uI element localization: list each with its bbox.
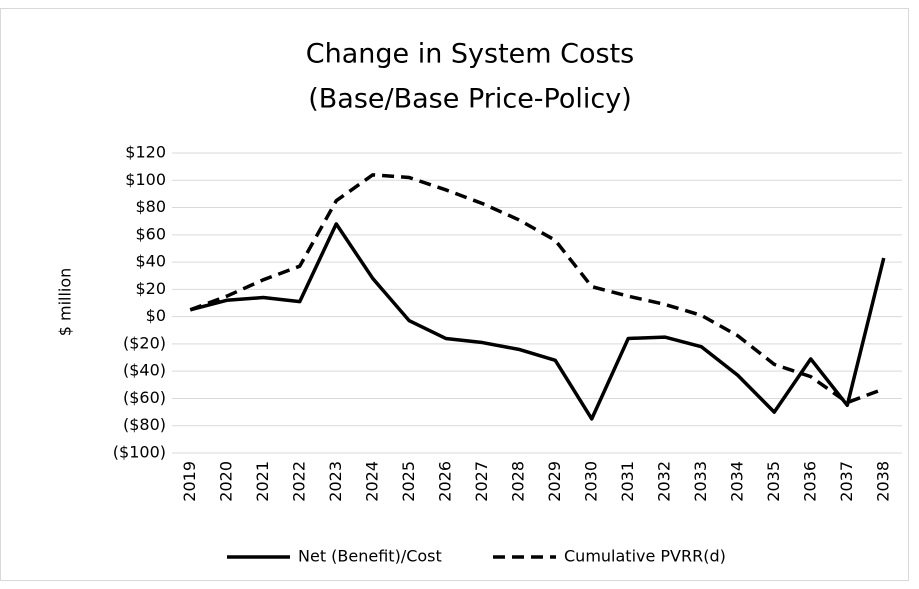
- y-tick-label: ($80): [123, 415, 166, 434]
- x-tick-label: 2025: [399, 461, 418, 502]
- y-tick-label: ($60): [123, 388, 166, 407]
- y-tick-label: $20: [135, 279, 166, 298]
- y-tick-label: ($20): [123, 333, 166, 352]
- x-tick-label: 2038: [873, 461, 892, 502]
- x-tick-label: 2032: [654, 461, 673, 502]
- y-tick-label: $80: [135, 197, 166, 216]
- chart-frame: [0, 8, 909, 581]
- y-tick-label: ($100): [113, 443, 166, 462]
- x-tick-label: 2021: [253, 461, 272, 502]
- data-line: [189, 222, 886, 421]
- y-tick-label: $100: [125, 170, 166, 189]
- chart-title: Change in System Costs: [306, 39, 635, 70]
- x-tick-label: 2031: [618, 461, 637, 502]
- y-tick-label: $40: [135, 252, 166, 271]
- y-tick-label: $120: [125, 143, 166, 162]
- x-tick-label: 2036: [800, 461, 819, 502]
- x-tick-label: 2020: [216, 461, 235, 502]
- y-tick-label: ($40): [123, 361, 166, 380]
- y-axis-label: $ million: [56, 268, 75, 337]
- x-tick-label: 2023: [326, 461, 345, 502]
- chart-subtitle: (Base/Base Price-Policy): [308, 84, 632, 115]
- x-tick-label: 2027: [472, 461, 491, 502]
- data-line: [189, 173, 885, 405]
- x-tick-label: 2035: [764, 461, 783, 502]
- y-tick-label: $60: [135, 224, 166, 243]
- x-tick-label: 2033: [691, 461, 710, 502]
- x-tick-label: 2019: [180, 461, 199, 502]
- legend-label: Cumulative PVRR(d): [564, 547, 726, 566]
- x-tick-label: 2034: [727, 461, 746, 502]
- y-tick-label: $0: [146, 306, 166, 325]
- x-tick-label: 2029: [545, 461, 564, 502]
- legend-label: Net (Benefit)/Cost: [298, 547, 442, 566]
- x-tick-label: 2028: [508, 461, 527, 502]
- x-tick-label: 2030: [581, 461, 600, 502]
- x-tick-label: 2022: [289, 461, 308, 502]
- x-tick-label: 2026: [435, 461, 454, 502]
- x-tick-label: 2037: [837, 461, 856, 502]
- x-tick-label: 2024: [362, 461, 381, 502]
